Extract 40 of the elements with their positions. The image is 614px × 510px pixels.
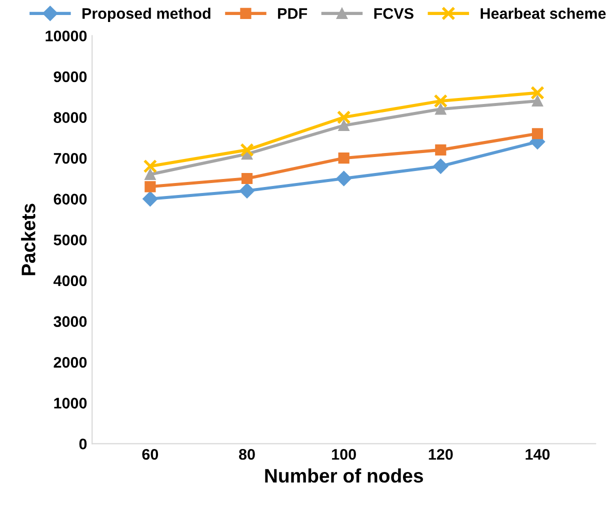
y-tick-label: 2000 bbox=[54, 356, 87, 368]
legend-label: Proposed method bbox=[82, 8, 210, 22]
legend-label: PDF bbox=[278, 8, 308, 19]
y-tick-label: 8000 bbox=[54, 112, 87, 123]
y-tick-label: 7000 bbox=[54, 152, 87, 164]
point bbox=[336, 170, 352, 186]
y-tick-label: 3000 bbox=[54, 316, 87, 328]
x-tick-label: 80 bbox=[239, 448, 255, 460]
point bbox=[433, 158, 448, 174]
y-tick-label: 10000 bbox=[46, 30, 87, 42]
point bbox=[239, 183, 255, 198]
y-tick-label: 5000 bbox=[54, 234, 87, 246]
legend-label: FCVS bbox=[374, 8, 414, 19]
legend-label: Hearbeat scheme bbox=[480, 8, 606, 19]
point bbox=[142, 191, 158, 206]
x-axis-title: Number of nodes bbox=[265, 468, 423, 483]
x-tick-label: 100 bbox=[332, 448, 356, 460]
point bbox=[336, 110, 351, 124]
x-tick-label: 140 bbox=[526, 448, 550, 460]
x-tick-label: 60 bbox=[142, 448, 158, 460]
point bbox=[338, 152, 350, 164]
point bbox=[532, 128, 544, 140]
y-axis-title: Packets bbox=[21, 204, 36, 276]
point bbox=[435, 144, 446, 156]
point bbox=[143, 159, 158, 174]
y-tick-label: 4000 bbox=[53, 275, 87, 286]
point bbox=[435, 104, 446, 115]
y-tick-label: 6000 bbox=[54, 194, 87, 205]
y-tick-label: 9000 bbox=[54, 71, 87, 82]
point bbox=[338, 120, 350, 132]
point bbox=[434, 94, 448, 108]
point bbox=[240, 142, 254, 157]
point bbox=[144, 168, 156, 180]
point bbox=[532, 95, 544, 107]
point bbox=[530, 86, 544, 100]
y-tick-label: 1000 bbox=[54, 398, 87, 409]
point bbox=[144, 181, 156, 192]
y-tick-label: 0 bbox=[79, 438, 87, 450]
point bbox=[241, 172, 253, 184]
x-tick-label: 120 bbox=[428, 448, 453, 460]
